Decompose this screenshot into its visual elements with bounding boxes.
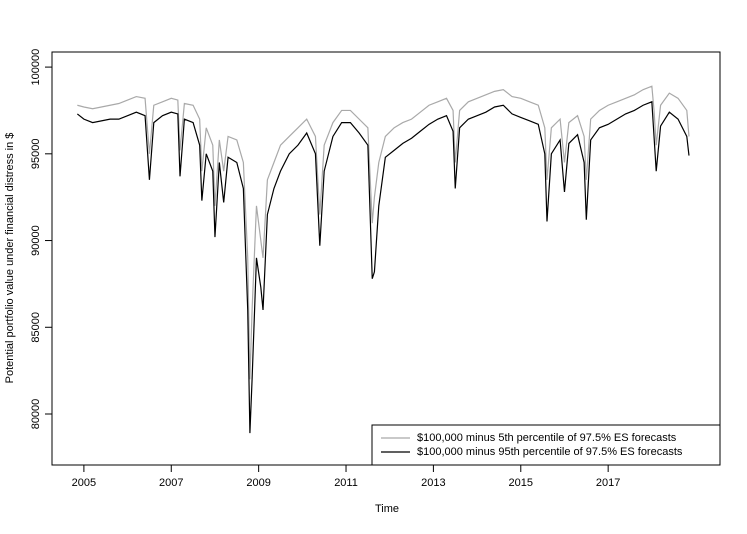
x-tick-label: 2011 [334, 477, 358, 489]
x-tick-label: 2009 [246, 477, 270, 489]
legend-box [371, 424, 721, 466]
x-tick-label: 2007 [159, 477, 183, 489]
y-tick-label: 95000 [30, 139, 42, 170]
y-tick-label: 85000 [30, 312, 42, 343]
legend-label: $100,000 minus 5th percentile of 97.5% E… [417, 432, 677, 444]
series-line [77, 85, 690, 380]
y-axis-label: Potential portfolio value under financia… [4, 133, 16, 384]
y-tick-label: 90000 [30, 225, 42, 256]
x-tick-label: 2015 [509, 477, 533, 489]
series-line [76, 100, 690, 434]
legend-label: $100,000 minus 95th percentile of 97.5% … [417, 446, 683, 458]
x-axis-label: Time [375, 503, 399, 515]
x-tick-label: 2017 [596, 477, 620, 489]
plot-box [51, 51, 721, 466]
y-tick-label: 100000 [30, 49, 42, 86]
y-tick-label: 80000 [30, 399, 42, 430]
x-tick-label: 2013 [421, 477, 445, 489]
x-tick-label: 2005 [72, 477, 96, 489]
